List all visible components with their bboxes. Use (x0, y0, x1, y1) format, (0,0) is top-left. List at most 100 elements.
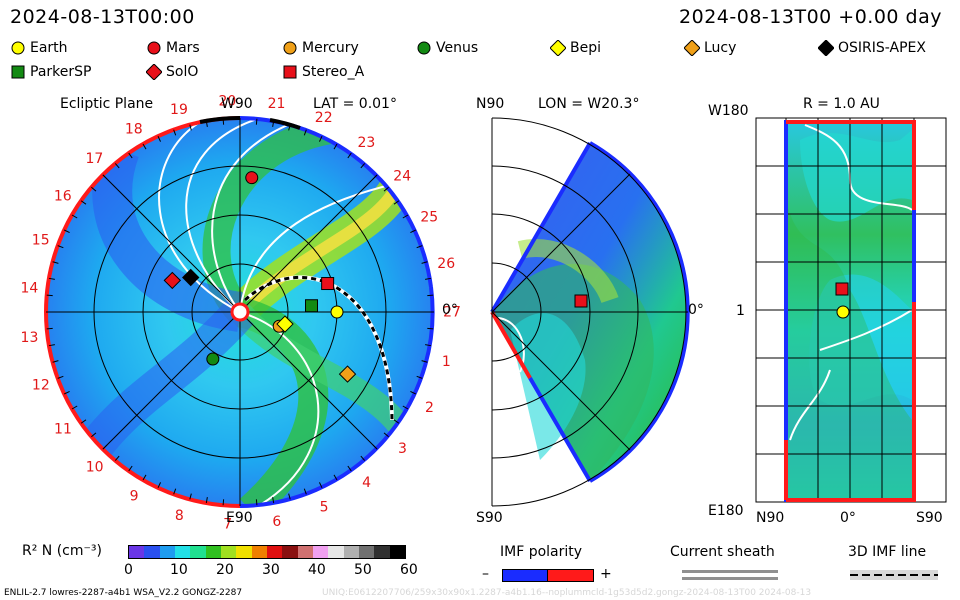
legend-label: ParkerSP (30, 64, 92, 80)
colorbar-segment (328, 546, 344, 558)
diamond-icon (550, 40, 566, 56)
meridional-marker-stereo-a (574, 294, 588, 308)
legend-item-parkersp: ParkerSP (10, 64, 91, 80)
imf-line-title: 3D IMF line (848, 544, 927, 560)
ring-tick (173, 129, 177, 136)
legend-label: Mercury (302, 40, 359, 56)
timestamp-right: 2024-08-13T00 +0.00 day (679, 6, 942, 28)
ring-tick (189, 493, 192, 500)
ring-tick (102, 174, 108, 180)
colorbar-segment (389, 546, 405, 558)
ring-tick (173, 488, 177, 495)
colorbar-segment (236, 546, 252, 558)
ring-tick (57, 375, 64, 379)
ring-tick (63, 229, 70, 234)
colorbar-label: R² N (cm⁻³) (22, 543, 102, 559)
carrington-label-17: 17 (85, 151, 103, 167)
legend-item-lucy: Lucy (684, 40, 736, 56)
legend-item-bepi: Bepi (550, 40, 601, 56)
ring-tick (80, 200, 87, 205)
legend-label: SolO (166, 64, 199, 80)
ecliptic-title: Ecliptic Plane (60, 96, 154, 112)
diamond-marker (684, 40, 700, 56)
colorbar-segment (358, 546, 375, 558)
colorbar-segment (343, 546, 359, 558)
ring-tick (272, 497, 275, 504)
meridional-right-label: 0° (688, 302, 704, 318)
ring-tick (63, 390, 70, 395)
circle-marker (417, 41, 431, 55)
ring-tick (157, 482, 162, 489)
diamond-icon (818, 40, 834, 56)
legend-item-earth: Earth (10, 40, 68, 56)
legend-label: Lucy (704, 40, 737, 56)
ring-tick (128, 465, 133, 472)
colorbar-segment (282, 546, 298, 558)
ring-tick (421, 261, 428, 264)
legend-label: Bepi (570, 40, 601, 56)
ring-tick (383, 186, 389, 192)
ring-tick (255, 118, 258, 125)
ring-tick (416, 375, 423, 379)
diamond-marker (146, 64, 162, 80)
current-sheath-line1 (682, 570, 778, 573)
ring-tick (46, 327, 53, 330)
colorbar-segment (174, 546, 191, 558)
legend-item-mercury: Mercury (282, 40, 359, 56)
ring-tick (427, 294, 434, 297)
ecliptic-marker-mars (245, 171, 259, 185)
carrington-label-1: 1 (442, 354, 451, 370)
carrington-label-18: 18 (125, 122, 143, 138)
circle-marker (147, 41, 161, 55)
square-marker (11, 65, 25, 79)
ring-tick (410, 390, 417, 395)
diamond-marker (550, 40, 566, 56)
ring-tick (427, 327, 434, 330)
ring-tick (347, 465, 352, 472)
circle-icon (283, 41, 297, 55)
ring-tick (421, 360, 428, 363)
legend-item-mars: Mars (146, 40, 200, 56)
current-sheath-title: Current sheath (670, 544, 775, 560)
carrington-label-14: 14 (20, 281, 38, 297)
sun-marker (230, 302, 250, 322)
ring-tick (425, 277, 432, 280)
ring-tick (333, 474, 338, 481)
colorbar-tick-20: 20 (216, 562, 234, 578)
colorbar-tick-50: 50 (354, 562, 372, 578)
legend-label: Earth (30, 40, 68, 56)
ring-tick (393, 419, 400, 424)
ring-tick (360, 455, 366, 461)
ring-tick (393, 200, 400, 205)
ring-tick (360, 163, 366, 169)
carrington-label-22: 22 (315, 110, 333, 126)
diamond-icon (684, 40, 700, 56)
ecliptic-marker-lucy (338, 365, 357, 383)
radial-top-label: W180 (708, 103, 749, 119)
footer-right: UNIQ:E0612207706/259x30x90x1.2287-a4b1.1… (322, 588, 812, 598)
square-marker (283, 65, 297, 79)
imf-positive-swatch (547, 569, 594, 582)
circle-marker (283, 41, 297, 55)
ring-tick (372, 174, 378, 180)
ecliptic-lat: LAT = 0.01° (313, 96, 397, 112)
circle-icon (417, 41, 431, 55)
carrington-label-7: 7 (223, 517, 232, 533)
ring-tick (80, 419, 87, 424)
ring-tick (272, 120, 275, 127)
ecliptic-bottom-label: E90 (226, 510, 253, 526)
carrington-label-11: 11 (54, 422, 72, 438)
carrington-label-4: 4 (362, 475, 371, 491)
colorbar-segment (374, 546, 390, 558)
ecliptic-panel (44, 115, 435, 508)
carrington-label-3: 3 (398, 441, 407, 457)
ecliptic-top-label: W90 (221, 96, 253, 112)
carrington-label-20: 20 (219, 93, 237, 109)
radial-marker-earth (836, 305, 850, 319)
legend-label: Venus (436, 40, 479, 56)
ring-tick (205, 120, 208, 127)
colorbar-tick-60: 60 (400, 562, 418, 578)
legend-label: OSIRIS-APEX (838, 40, 926, 56)
colorbar-segment (129, 546, 145, 558)
carrington-label-15: 15 (32, 233, 50, 249)
